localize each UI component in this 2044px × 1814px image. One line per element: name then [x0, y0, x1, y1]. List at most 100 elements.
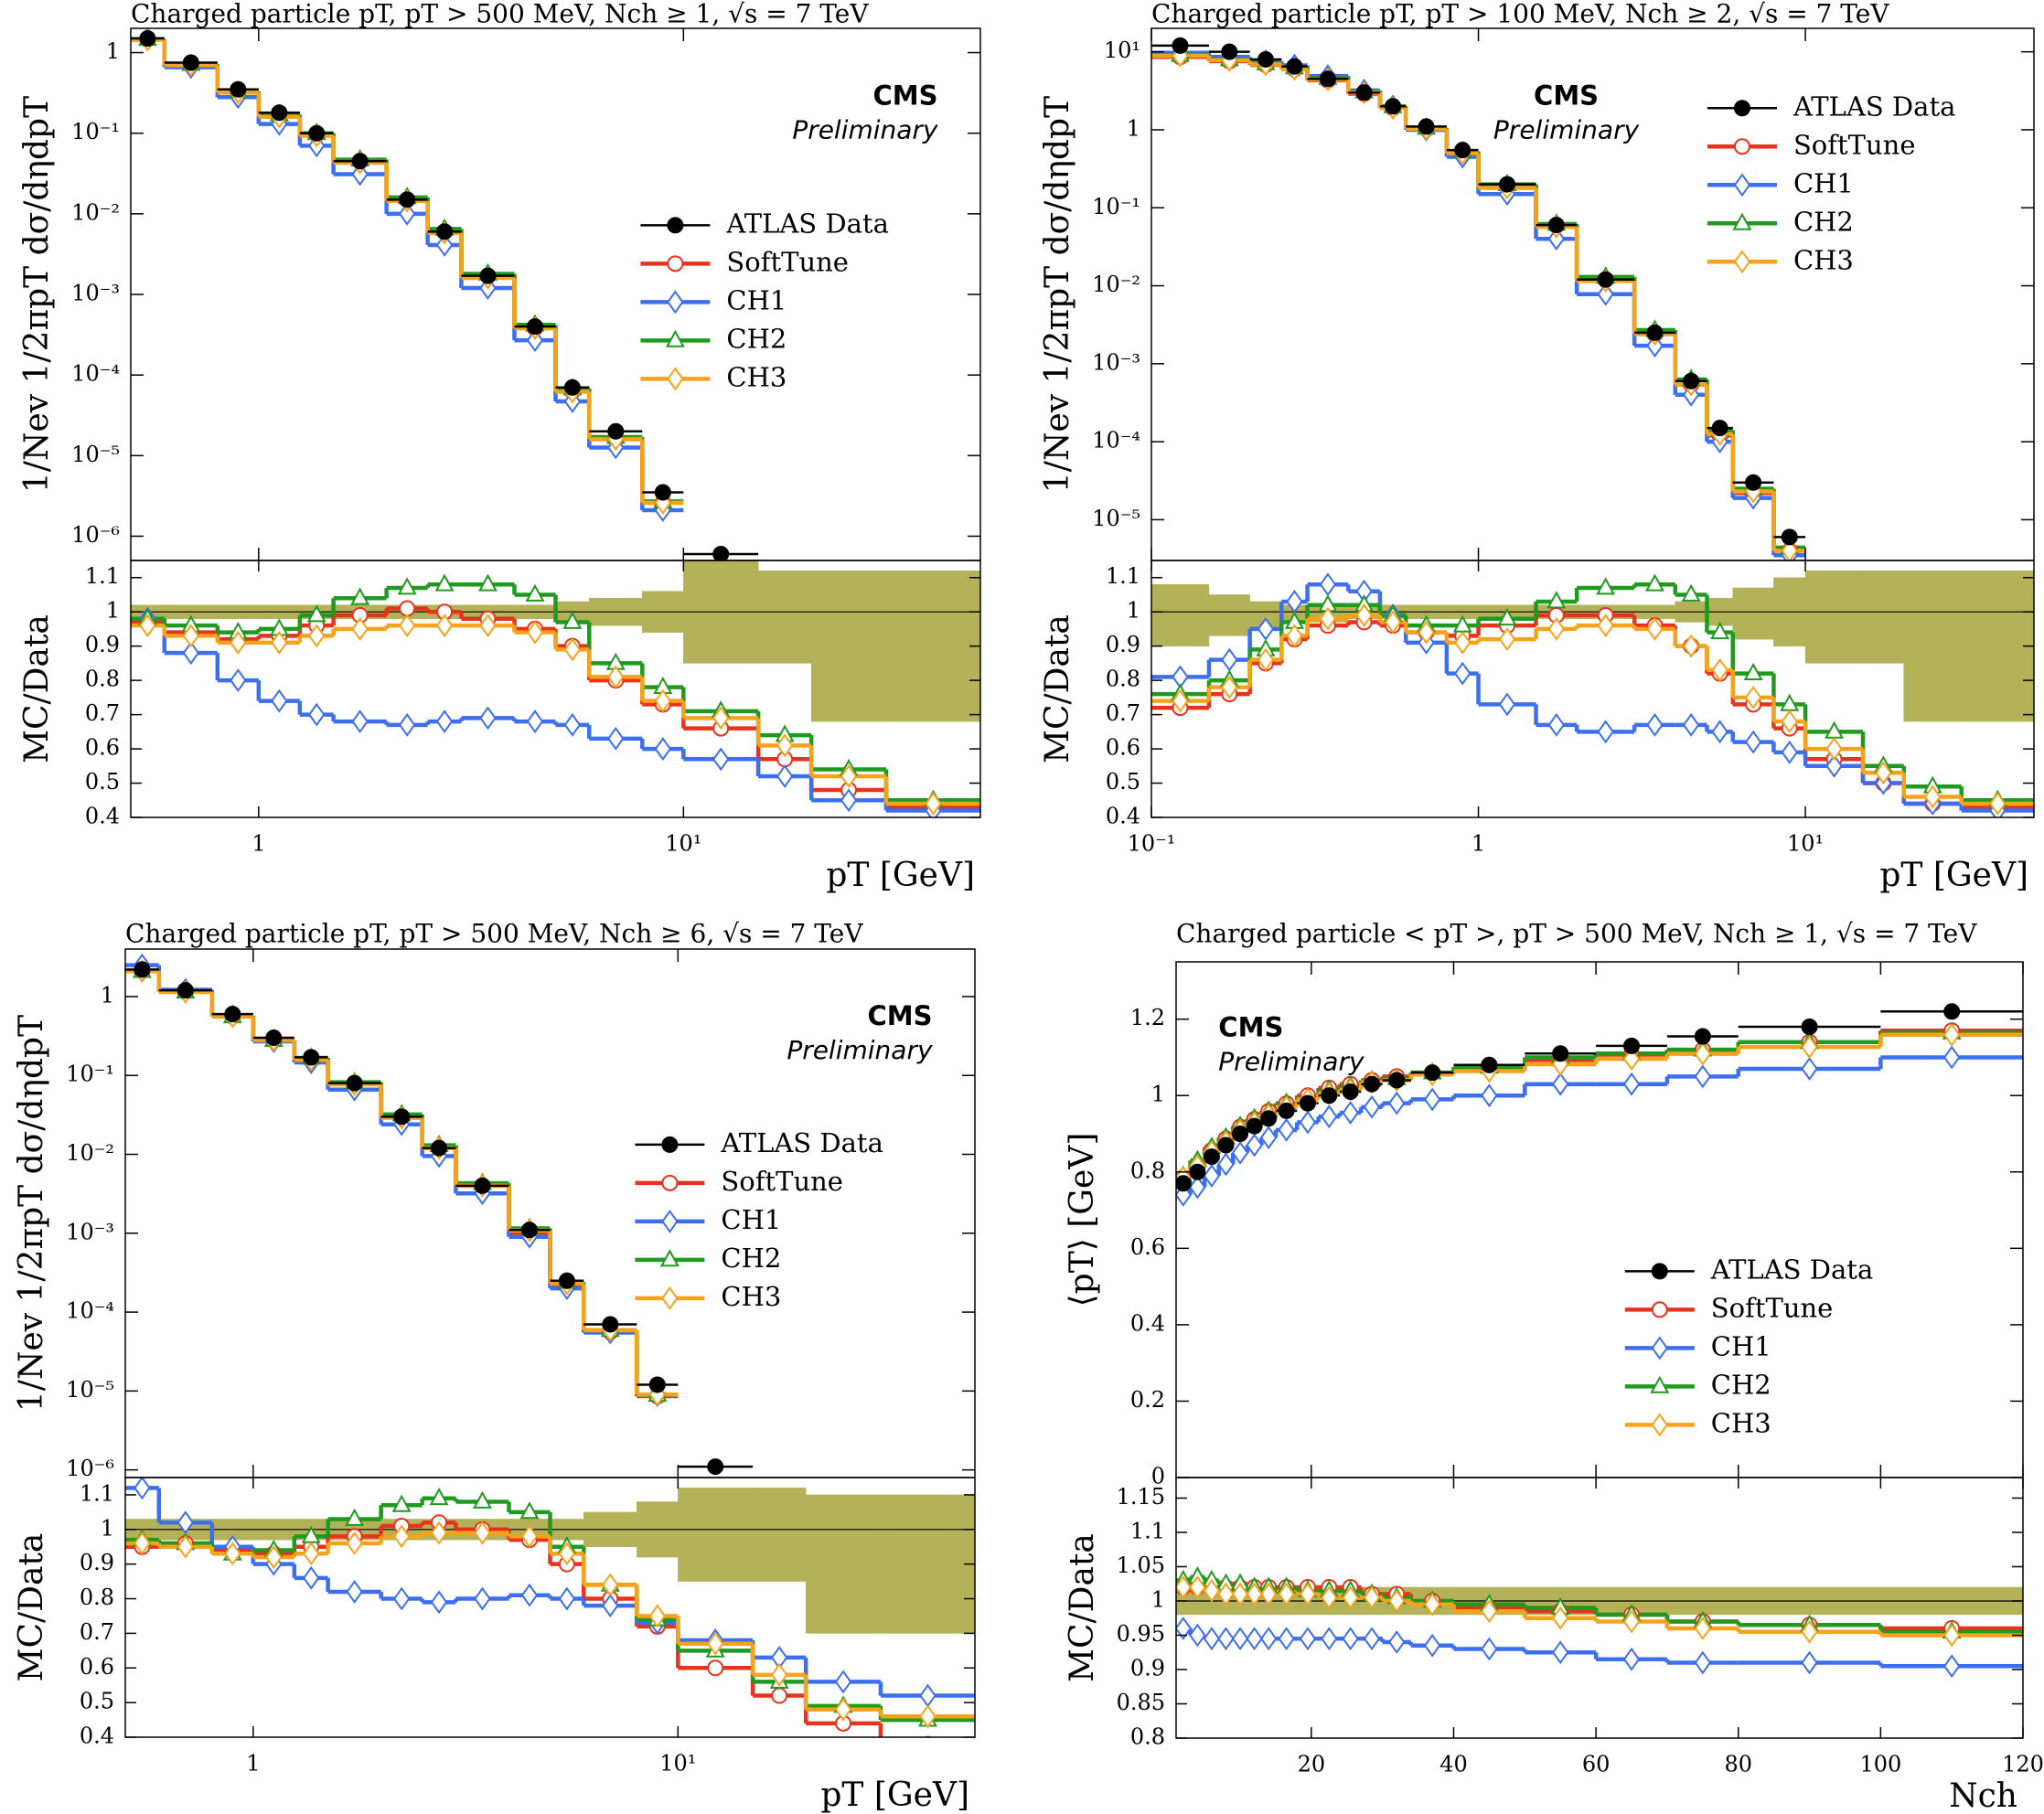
ratio-y-tick-label: 0.9	[1106, 632, 1140, 657]
legend-marker	[661, 1286, 679, 1310]
ratio-y-tick-label: 1.1	[1106, 563, 1140, 589]
uncertainty-band	[1903, 570, 1962, 722]
x-tick-label: 40	[1439, 1752, 1468, 1777]
marker	[1547, 617, 1566, 641]
marker	[472, 1490, 492, 1509]
marker	[134, 1531, 151, 1555]
y-tick-label: 10⁻²	[71, 199, 120, 225]
marker	[525, 583, 545, 602]
uncertainty-band	[1862, 570, 1904, 664]
marker	[1217, 1136, 1235, 1154]
marker	[1176, 1617, 1193, 1640]
marker	[1825, 753, 1843, 778]
y-tick-label: 10⁻⁶	[66, 1456, 114, 1481]
marker	[1547, 217, 1565, 234]
marker	[474, 1177, 491, 1194]
marker	[1597, 282, 1614, 306]
legend-marker	[1733, 100, 1750, 117]
uncertainty-band	[880, 1494, 975, 1634]
legend: ATLAS Data SoftTune CH1 CH2 CH3	[640, 208, 889, 392]
legend-label: CH1	[1793, 167, 1854, 198]
marker	[1286, 58, 1303, 75]
marker	[1646, 324, 1664, 341]
marker	[776, 733, 794, 758]
legend-label: SoftTune	[1711, 1292, 1834, 1323]
marker	[1342, 1101, 1359, 1125]
marker	[1259, 1582, 1278, 1606]
marker	[1781, 740, 1798, 764]
legend-label: CH3	[1711, 1407, 1771, 1438]
cms-label: CMS	[1218, 1011, 1283, 1042]
legend-marker	[665, 329, 685, 347]
legend-label: ATLAS Data	[720, 1127, 883, 1158]
ratio-y-axis-label: MC/Data	[18, 614, 56, 763]
legend-label: CH1	[721, 1204, 781, 1235]
marker	[1319, 70, 1336, 88]
marker	[919, 1704, 936, 1729]
marker	[1453, 661, 1471, 686]
marker	[1387, 1630, 1406, 1654]
marker	[1801, 1035, 1818, 1060]
marker	[648, 1376, 666, 1393]
marker	[1646, 617, 1664, 641]
marker	[271, 688, 288, 713]
ratio-y-tick-label: 1.05	[1117, 1553, 1165, 1578]
x-axis-label: pT [GeV]	[820, 1777, 969, 1814]
y-tick-label: 10¹	[1104, 37, 1140, 63]
marker	[435, 614, 454, 638]
marker	[1299, 1094, 1316, 1112]
marker	[1711, 720, 1728, 744]
marker	[607, 726, 625, 751]
x-tick-label: 10¹	[665, 831, 701, 857]
marker	[520, 1222, 538, 1239]
marker	[230, 668, 247, 693]
y-tick-label: 0.6	[1130, 1234, 1165, 1260]
marker	[1743, 662, 1763, 681]
cms-label: CMS	[868, 1000, 933, 1031]
legend-marker	[1650, 1375, 1670, 1393]
marker	[1319, 606, 1337, 631]
marker	[134, 961, 151, 978]
marker	[1172, 44, 1189, 68]
marker	[346, 1074, 363, 1092]
y-tick-label: 10⁻⁴	[66, 1298, 114, 1324]
marker	[1321, 1627, 1338, 1651]
marker	[398, 614, 416, 638]
marker	[1231, 1140, 1249, 1165]
marker	[1363, 1094, 1381, 1119]
marker	[1424, 1064, 1441, 1082]
marker	[230, 630, 247, 655]
uncertainty-band	[805, 1494, 882, 1634]
marker	[1423, 1633, 1441, 1658]
main-plot	[125, 953, 754, 1476]
marker	[1221, 647, 1238, 672]
marker	[520, 1583, 539, 1607]
marker	[182, 624, 200, 648]
marker	[1172, 688, 1189, 713]
y-axis-label: ⟨pT⟩ [GeV]	[1064, 1133, 1101, 1307]
marker	[558, 1586, 576, 1611]
marker	[1355, 603, 1373, 627]
ratio-y-tick-label: 0.7	[80, 1619, 114, 1645]
marker	[1388, 1072, 1406, 1089]
marker	[1384, 610, 1402, 635]
marker	[1552, 1045, 1569, 1062]
marker	[431, 1139, 448, 1157]
marker	[1299, 1110, 1317, 1135]
legend: ATLAS Data SoftTune CH1 CH2 CH3	[1707, 91, 1955, 275]
main-frame	[1175, 961, 2024, 1478]
y-tick-label: 1	[101, 982, 114, 1008]
marker	[271, 104, 288, 122]
legend-label: ATLAS Data	[1793, 91, 1955, 122]
x-tick-label: 120	[2002, 1752, 2044, 1777]
ratio-y-tick-label: 0.7	[1106, 700, 1140, 726]
marker	[1694, 1028, 1711, 1045]
legend-label: CH3	[721, 1281, 781, 1312]
marker	[1781, 710, 1798, 734]
y-tick-label: 10⁻⁶	[71, 522, 120, 548]
marker	[1694, 1650, 1712, 1675]
marker	[1943, 1003, 1961, 1020]
marker	[399, 600, 416, 617]
marker	[654, 484, 671, 501]
